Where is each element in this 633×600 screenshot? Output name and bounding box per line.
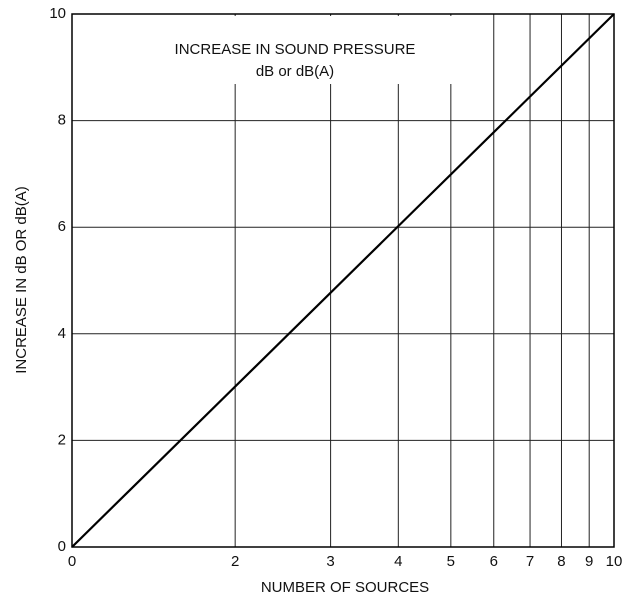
plot-frame bbox=[71, 13, 615, 548]
x-tick-label: 8 bbox=[557, 553, 565, 570]
x-tick-label: 0 bbox=[68, 553, 76, 570]
y-tick-label: 8 bbox=[58, 112, 66, 129]
x-tick-label: 10 bbox=[606, 553, 623, 570]
x-tick-label: 5 bbox=[447, 553, 455, 570]
annotation: INCREASE IN SOUND PRESSURE bbox=[175, 41, 416, 58]
y-tick-label: 0 bbox=[58, 538, 66, 555]
y-axis-label: INCREASE IN dB OR dB(A) bbox=[13, 186, 30, 374]
y-tick-label: 10 bbox=[49, 5, 66, 22]
x-tick-label: 2 bbox=[231, 553, 239, 570]
data-line bbox=[71, 13, 615, 548]
x-tick-label: 9 bbox=[585, 553, 593, 570]
y-tick-label: 4 bbox=[58, 325, 66, 342]
y-tick-label: 2 bbox=[58, 431, 66, 448]
x-axis-label: NUMBER OF SOURCES bbox=[261, 579, 429, 596]
x-tick-label: 6 bbox=[490, 553, 498, 570]
x-tick-label: 4 bbox=[394, 553, 402, 570]
x-tick-label: 3 bbox=[326, 553, 334, 570]
annotation-background bbox=[112, 16, 476, 84]
annotation: dB or dB(A) bbox=[256, 63, 334, 80]
y-tick-label: 6 bbox=[58, 218, 66, 235]
x-tick-label: 7 bbox=[526, 553, 534, 570]
